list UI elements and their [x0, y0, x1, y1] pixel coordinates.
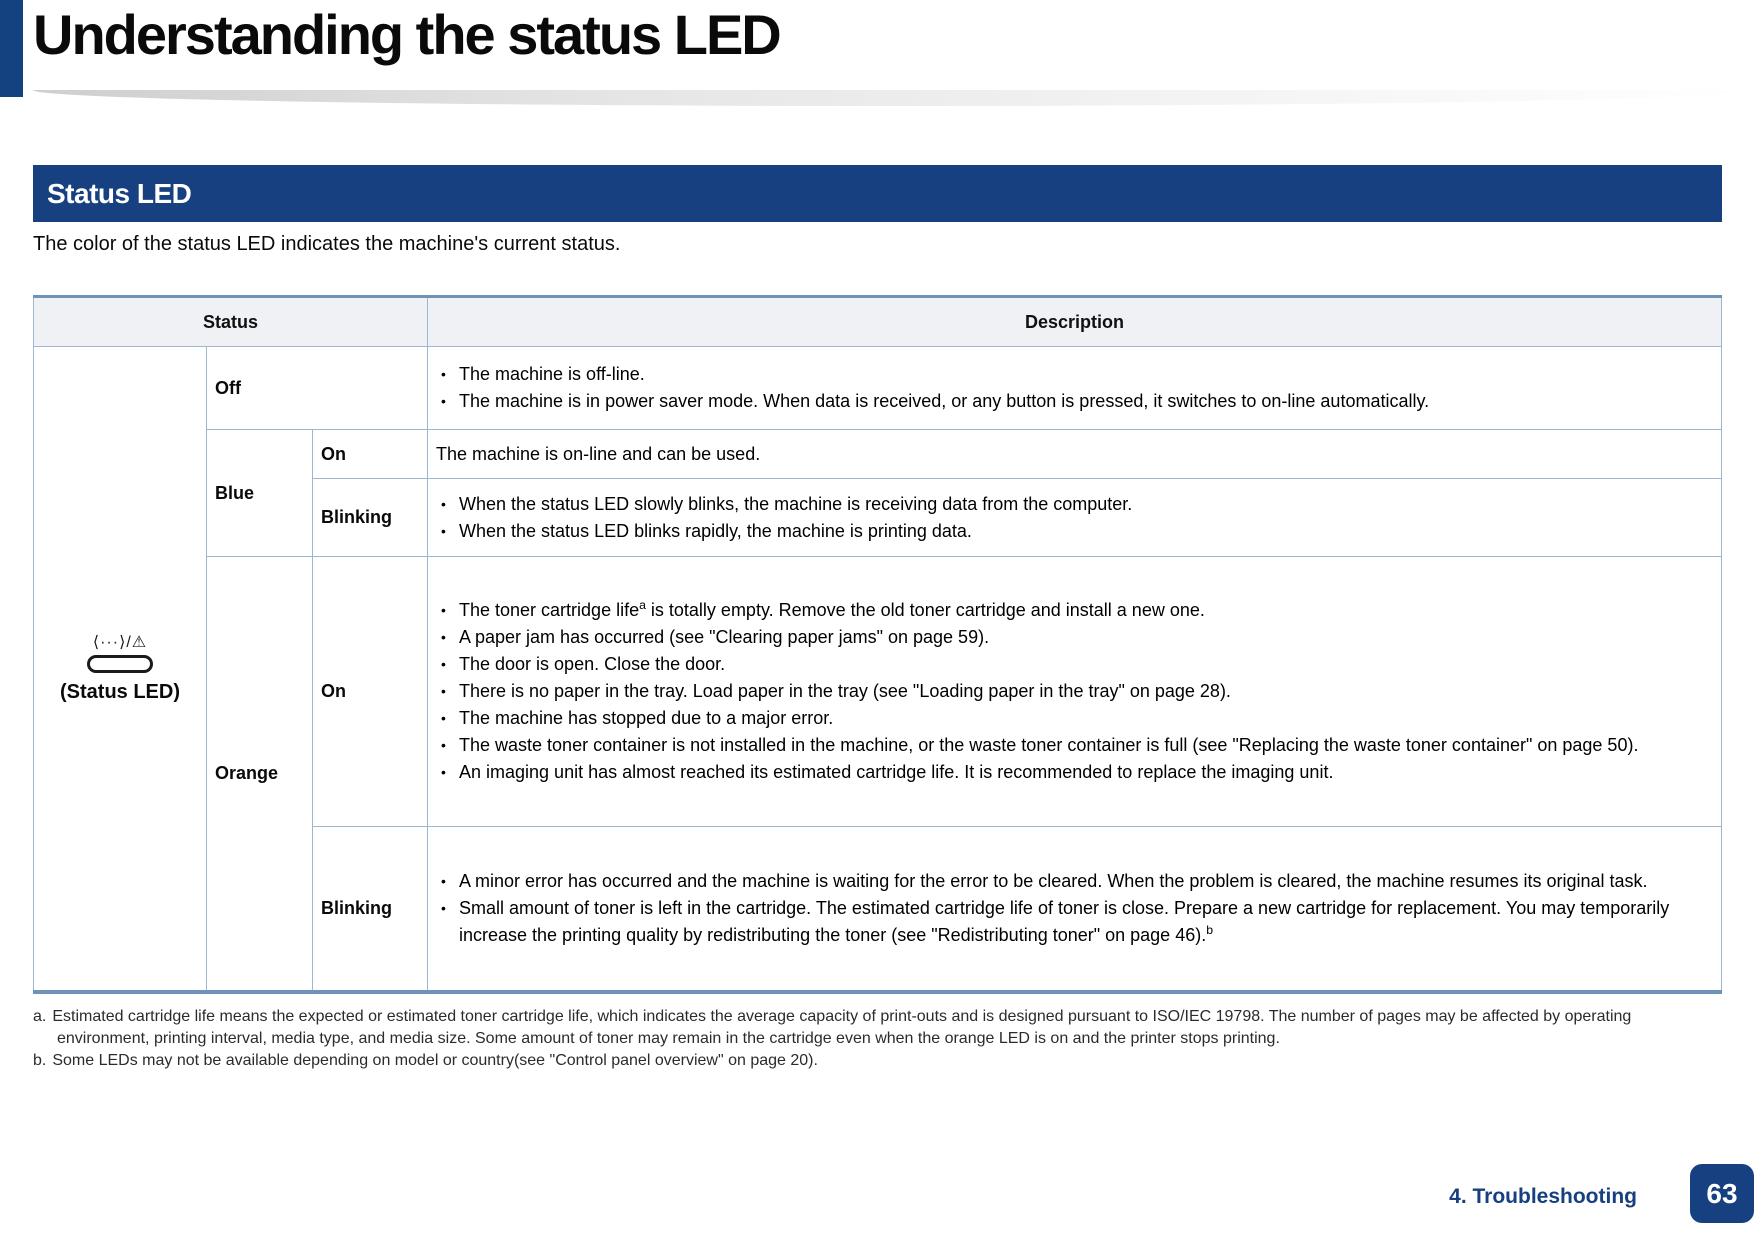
bullet-item: The door is open. Close the door.: [436, 651, 1707, 678]
footer-chapter-label: 4. Troubleshooting: [1449, 1185, 1637, 1208]
table-header-row: Status Description: [33, 296, 1722, 347]
orange-blinking-label: Blinking: [312, 826, 428, 992]
page-number-badge: 63: [1690, 1164, 1754, 1223]
footnote-a: a. Estimated cartridge life means the exp…: [33, 1008, 1632, 1047]
footnotes: a. Estimated cartridge life means the exp…: [33, 1006, 1725, 1072]
blue-on-description: The machine is on-line and can be used.: [427, 429, 1722, 479]
intro-text: The color of the status LED indicates th…: [33, 233, 621, 255]
table-row: ⟨···⟩/⚠ (Status LED) Off The machine is …: [33, 346, 1722, 992]
bullet-item: Small amount of toner is left in the car…: [436, 895, 1707, 949]
bullet-item: A paper jam has occurred (see "Clearing …: [436, 624, 1707, 651]
status-led-cell: ⟨···⟩/⚠ (Status LED): [33, 346, 207, 992]
title-accent-bar: [0, 0, 23, 97]
table-row: Orange On The toner cartridge lifea is t…: [34, 556, 1722, 992]
led-pill-icon: [87, 655, 153, 674]
status-orange-label: Orange: [206, 556, 313, 992]
bullet-item: The machine is in power saver mode. When…: [436, 388, 1707, 415]
section-header-bar: Status LED: [33, 165, 1722, 222]
page-number: 63: [1706, 1177, 1738, 1209]
table-row: Blinking When the status LED slowly blin…: [34, 478, 1722, 557]
orange-on-label: On: [312, 556, 428, 827]
blue-on-label: On: [312, 429, 428, 479]
title-divider-shadow: [33, 90, 1755, 106]
bullet-item: The waste toner container is not install…: [436, 732, 1707, 759]
section-title: Status LED: [47, 177, 192, 209]
column-header-description: Description: [427, 296, 1722, 347]
blue-blinking-description: When the status LED slowly blinks, the m…: [427, 478, 1722, 557]
bullet-item: An imaging unit has almost reached its e…: [436, 759, 1707, 786]
blue-blinking-label: Blinking: [312, 478, 428, 557]
bullet-item: There is no paper in the tray. Load pape…: [436, 678, 1707, 705]
column-header-status: Status: [33, 296, 428, 347]
bullet-item: The machine has stopped due to a major e…: [436, 705, 1707, 732]
orange-blinking-description: A minor error has occurred and the machi…: [427, 826, 1722, 992]
data-warning-icon: ⟨···⟩/⚠: [92, 634, 148, 652]
table-row: Blinking A minor error has occurred and …: [34, 826, 1722, 992]
table-row: Blue On The machine is on-line and can b…: [34, 429, 1722, 557]
bullet-item: When the status LED slowly blinks, the m…: [436, 491, 1707, 518]
footnote-b: b. Some LEDs may not be available dependi…: [33, 1052, 818, 1069]
bullet-item: When the status LED blinks rapidly, the …: [436, 518, 1707, 545]
status-blue-label: Blue: [206, 429, 313, 557]
bullet-item: A minor error has occurred and the machi…: [436, 868, 1707, 895]
orange-on-description: The toner cartridge lifea is totally emp…: [427, 556, 1722, 827]
status-led-table: Status Description ⟨···⟩/⚠ (Status LED) …: [33, 295, 1722, 994]
page-title: Understanding the status LED: [33, 3, 782, 66]
bullet-item: The toner cartridge lifea is totally emp…: [436, 597, 1707, 624]
status-off-label: Off: [206, 346, 428, 430]
led-label: (Status LED): [60, 681, 180, 704]
bullet-item: The machine is off-line.: [436, 361, 1707, 388]
status-off-description: The machine is off-line. The machine is …: [427, 346, 1722, 430]
